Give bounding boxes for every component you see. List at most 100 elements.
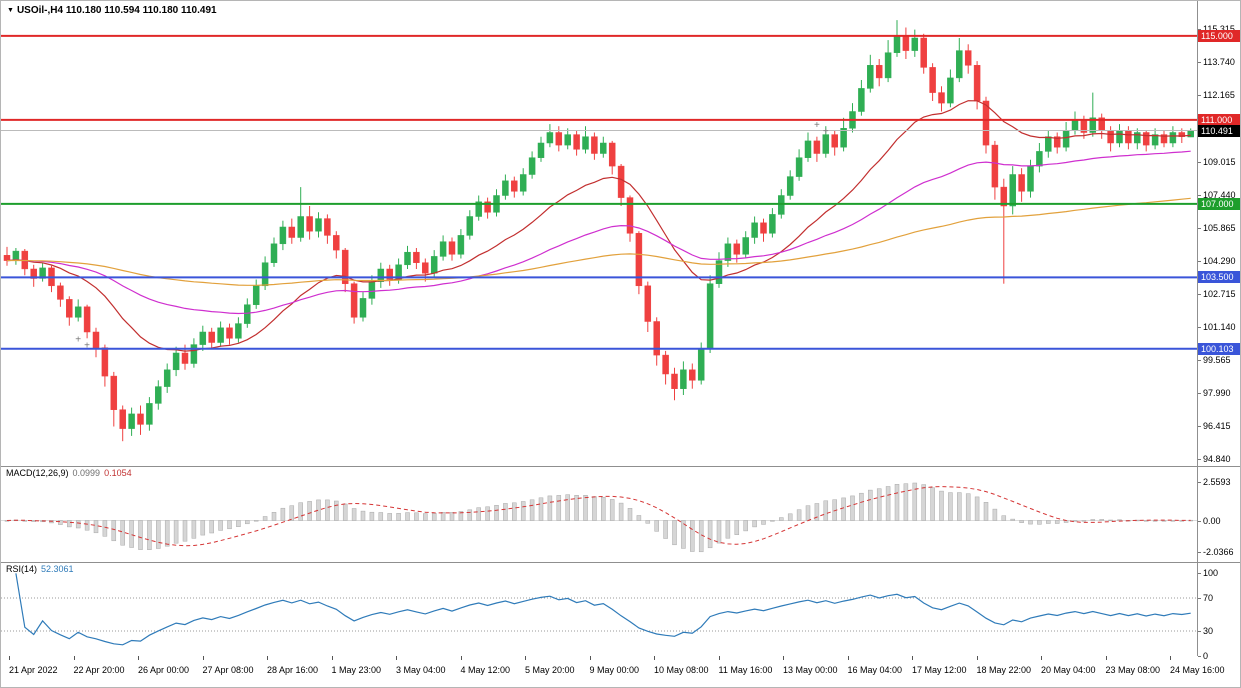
time-axis-tick [1105, 656, 1107, 660]
time-axis-label: 24 May 16:00 [1170, 665, 1225, 675]
expander-icon[interactable]: ▼ [7, 7, 14, 14]
price-scale-separator [1197, 1, 1198, 656]
time-axis-tick [138, 656, 139, 660]
time-axis-label: 22 Apr 20:00 [73, 665, 125, 675]
rsi-name: RSI(14) [6, 564, 38, 574]
plus-marker: + [84, 341, 90, 352]
price-axis-label: 94.840 [1203, 454, 1231, 465]
macd-canvas[interactable] [1, 466, 1241, 562]
ma-mid-line [6, 150, 1191, 315]
time-axis-label: 23 May 08:00 [1105, 665, 1161, 675]
price-axis-tick [1198, 95, 1201, 97]
macd-histogram [4, 482, 1193, 553]
chart-title: ▼ USOil-,H4 110.180 110.594 110.180 110.4… [7, 5, 217, 16]
time-axis-label: 16 May 04:00 [847, 665, 903, 675]
price-axis-label: 96.415 [1203, 421, 1231, 432]
price-badge-107.000: 107.000 [1198, 197, 1240, 210]
price-axis-label: 115.315 [1203, 24, 1235, 34]
time-axis-label: 5 May 20:00 [525, 665, 575, 675]
rsi-axis-tick [1198, 573, 1201, 575]
time-axis-label: 3 May 04:00 [396, 665, 446, 675]
price-badge-103.500: 103.500 [1198, 271, 1240, 284]
pane-separator-macd[interactable] [1, 466, 1240, 467]
rsi-axis-tick [1198, 631, 1201, 632]
macd-axis-label: -2.0366 [1203, 546, 1234, 557]
price-scale[interactable]: 115.315113.740112.165110.590109.015107.4… [1198, 1, 1240, 661]
time-axis-tick [202, 656, 204, 660]
time-axis[interactable]: 21 Apr 2022 22 Apr 20:00 26 Apr 00:00 27 Ap… [1, 656, 1240, 687]
macd-signal-value: 0.1054 [104, 468, 132, 478]
price-axis-label: 102.715 [1203, 288, 1236, 299]
price-axis-label: 105.865 [1203, 222, 1236, 233]
plus-marker: + [823, 126, 829, 137]
time-axis-tick [267, 656, 268, 660]
price-axis-tick [1198, 227, 1201, 229]
rsi-line [15, 573, 1191, 646]
macd-axis-tick [1198, 551, 1201, 553]
time-axis-label: 18 May 22:00 [976, 665, 1032, 675]
price-badge-111.000: 111.000 [1198, 113, 1240, 126]
time-axis-label: 10 May 08:00 [654, 665, 709, 675]
rsi-label: RSI(14) 52.3061 [6, 564, 78, 574]
time-axis-label: 13 May 00:00 [783, 665, 838, 675]
price-axis-tick [1198, 360, 1201, 361]
time-axis-tick [331, 656, 333, 660]
time-axis-tick [1041, 656, 1042, 660]
time-axis-tick [847, 656, 849, 660]
price-axis-tick [1198, 293, 1201, 295]
price-axis-tick [1198, 194, 1201, 196]
price-axis-tick [1198, 459, 1201, 461]
current-price-badge: 110.491 [1198, 124, 1240, 137]
plus-marker: + [75, 334, 81, 345]
price-axis-label: 109.015 [1203, 156, 1236, 167]
symbol-period-label: USOil-,H4 [16, 5, 64, 16]
rsi-axis-label: 30 [1203, 626, 1214, 636]
price-axis-tick [1198, 260, 1201, 262]
pane-separator-rsi[interactable] [1, 562, 1240, 563]
price-badge-115.000: 115.000 [1198, 29, 1240, 42]
price-axis-label: 112.165 [1203, 90, 1235, 101]
candlestick-canvas[interactable]: ++++ [1, 1, 1241, 466]
horizontal-levels-group[interactable] [1, 34, 1197, 350]
plus-marker: + [814, 120, 820, 131]
time-axis-tick [783, 656, 784, 660]
time-axis-tick [912, 656, 913, 660]
rsi-axis-tick [1198, 655, 1201, 657]
time-axis-tick [525, 656, 526, 660]
time-axis-tick [460, 656, 462, 660]
time-axis-label: 17 May 12:00 [912, 665, 967, 675]
rsi-axis-tick [1198, 598, 1201, 599]
ohlc-values: 110.180 110.594 110.180 110.491 [65, 5, 217, 16]
time-axis-label: 9 May 00:00 [589, 665, 640, 675]
macd-label: MACD(12,26,9) 0.0999 0.1054 [6, 468, 136, 478]
price-axis-label: 99.565 [1203, 355, 1231, 365]
time-axis-tick [9, 656, 10, 660]
price-axis-tick [1198, 62, 1201, 64]
time-axis-label: 21 Apr 2022 [9, 665, 58, 675]
price-axis-tick [1198, 426, 1201, 428]
ma-slow-line [6, 197, 1191, 286]
macd-axis-tick [1198, 481, 1201, 483]
macd-signal-line [6, 486, 1191, 547]
rsi-axis-label: 0 [1203, 650, 1209, 661]
time-axis-tick [396, 656, 397, 660]
price-axis-tick [1198, 161, 1201, 163]
time-axis-tick [73, 656, 75, 660]
time-axis-label: 20 May 04:00 [1041, 665, 1096, 675]
price-axis-tick [1198, 29, 1201, 31]
price-axis-label: 97.990 [1203, 388, 1231, 399]
macd-axis-label: 0.00 [1203, 515, 1221, 526]
time-axis-label: 11 May 16:00 [718, 665, 773, 675]
macd-main-value: 0.0999 [72, 468, 101, 478]
price-axis-label: 104.290 [1203, 255, 1236, 266]
macd-name: MACD(12,26,9) [6, 468, 69, 478]
moving-averages-group [6, 100, 1191, 352]
time-axis-tick [976, 656, 978, 660]
macd-axis-label: 2.5593 [1203, 476, 1231, 487]
price-axis-tick [1198, 326, 1201, 328]
time-axis-tick [589, 656, 591, 660]
rsi-canvas[interactable] [1, 562, 1241, 656]
price-axis-label: 101.140 [1203, 321, 1236, 332]
rsi-axis-label: 100 [1203, 568, 1219, 579]
